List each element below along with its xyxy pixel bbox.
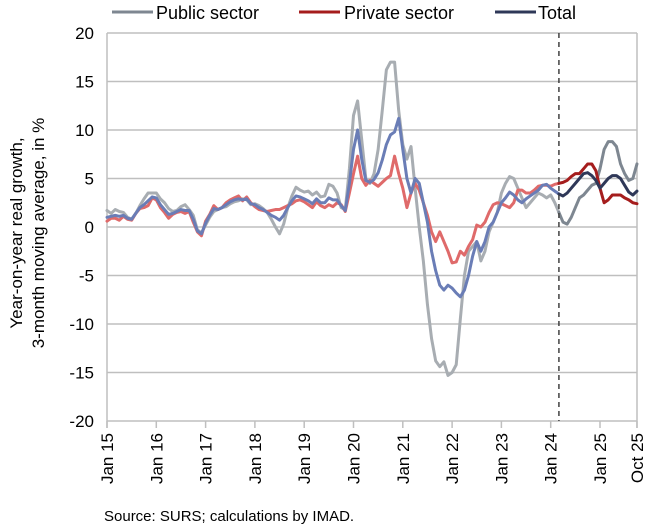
legend-label-private: Private sector [344, 3, 454, 23]
y-axis-title: Year-on-year real growth, 3-month moving… [7, 118, 48, 349]
x-tick-label: Jan 23 [492, 433, 511, 484]
legend: Public sector Private sector Total [112, 3, 576, 23]
x-tick-label: Jan 17 [197, 433, 216, 484]
y-axis-title-line-1: Year-on-year real growth, [7, 137, 26, 328]
y-tick-label: 0 [85, 218, 94, 237]
x-tick-label: Jan 25 [591, 433, 610, 484]
x-tick-label: Jan 18 [246, 433, 265, 484]
x-tick-label: Jan 24 [542, 433, 561, 484]
grid-lines [107, 32, 637, 422]
x-tick-labels: Jan 15 Jan 16 Jan 17 Jan 18 Jan 19 Jan 20 Jan … [98, 433, 647, 484]
x-tick-label: Jan 21 [394, 433, 413, 484]
series-line-private-sector-recent [557, 162, 639, 206]
y-tick-label: 5 [85, 170, 94, 189]
series-line-total-historical [105, 116, 561, 299]
x-tick-label: Jan 20 [345, 433, 364, 484]
x-tick-label: Oct 25 [628, 433, 647, 483]
x-tick-label: Jan 19 [295, 433, 314, 484]
series-line-total-recent [557, 171, 639, 198]
series-lines [105, 60, 639, 377]
y-tick-label: 20 [75, 24, 94, 43]
x-tick-label: Jan 15 [98, 433, 117, 484]
series-line-private-sector-historical [105, 154, 561, 265]
source-note: Source: SURS; calculations by IMAD. [104, 508, 355, 525]
series-line-public-sector-historical [105, 60, 561, 377]
legend-label-public: Public sector [156, 3, 259, 23]
y-tick-label: -5 [79, 267, 94, 286]
y-axis-title-line-2: 3-month moving average, in % [29, 118, 48, 349]
y-tick-label: -20 [69, 412, 94, 431]
axes [106, 33, 638, 428]
x-tick-label: Jan 22 [443, 433, 462, 484]
y-tick-label: -10 [69, 315, 94, 334]
legend-label-total: Total [538, 3, 576, 23]
y-tick-labels: 20 15 10 5 0 -5 -10 -15 -20 [69, 24, 94, 431]
y-tick-label: -15 [69, 364, 94, 383]
x-tick-label: Jan 16 [147, 433, 166, 484]
y-tick-label: 15 [75, 73, 94, 92]
y-tick-label: 10 [75, 121, 94, 140]
